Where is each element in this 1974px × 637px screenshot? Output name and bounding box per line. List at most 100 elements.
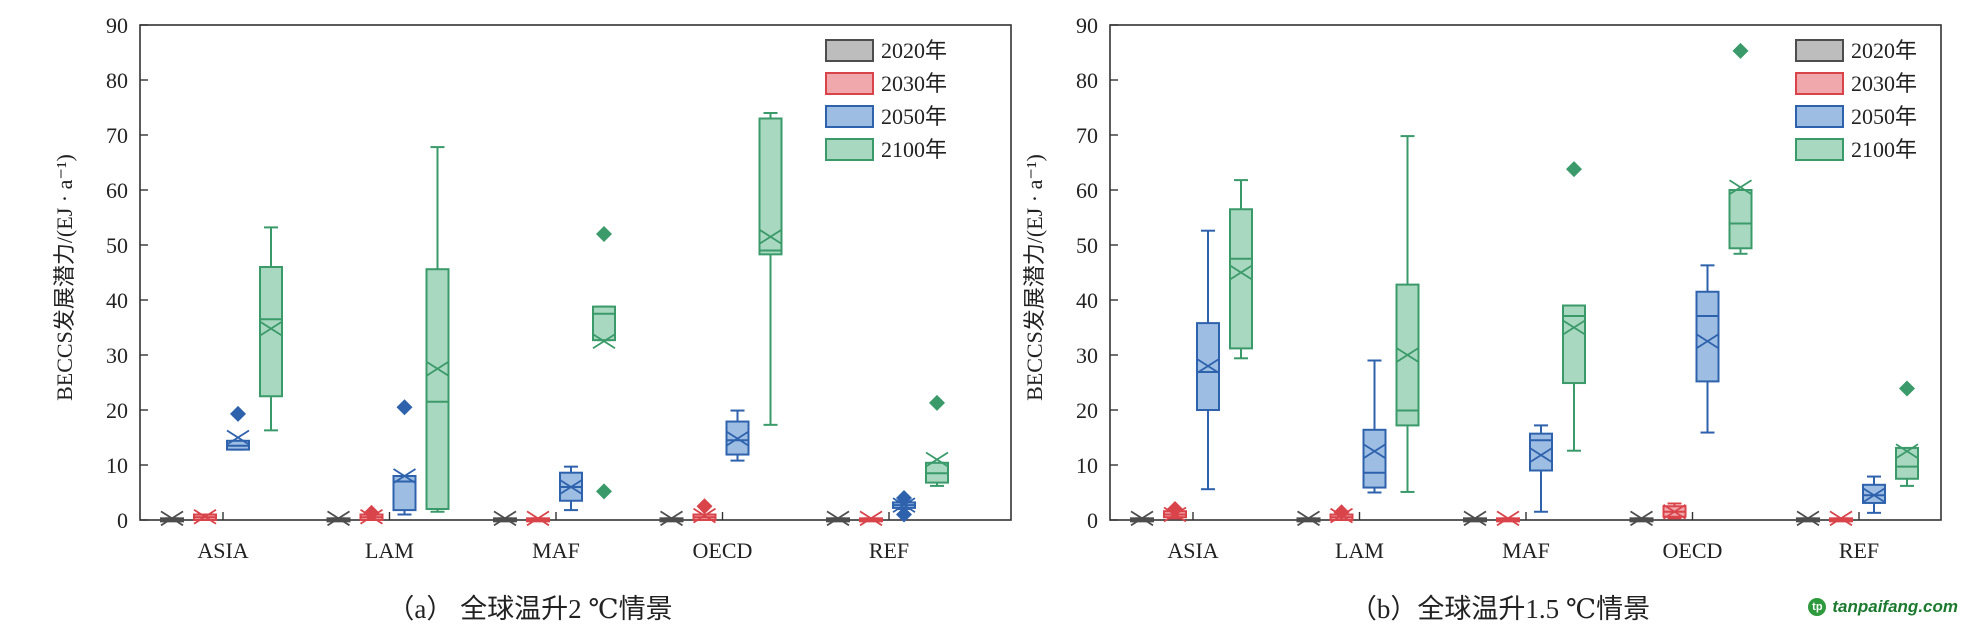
- y-tick-label: 20: [1076, 398, 1098, 423]
- y-axis-title: BECCS发展潜力/(EJ · a⁻¹): [52, 154, 77, 401]
- mean-marker: [1729, 179, 1752, 196]
- box-oecd-2050: [725, 409, 750, 462]
- mean-marker: [559, 479, 583, 495]
- x-category-label: LAM: [365, 538, 414, 563]
- mean-marker: [193, 508, 217, 525]
- legend-swatch: [1795, 105, 1844, 128]
- y-tick-label: 10: [106, 453, 128, 478]
- legend-swatch: [1795, 138, 1844, 161]
- mean-marker: [1796, 510, 1820, 527]
- box-iqr: [1362, 428, 1387, 489]
- legend-swatch: [1795, 72, 1844, 95]
- box-maf-2030: [526, 510, 550, 527]
- y-tick-label: 0: [1087, 508, 1098, 533]
- outlier-point: [1167, 501, 1183, 517]
- y-tick-label: 90: [1076, 13, 1098, 38]
- mean-marker: [1829, 510, 1853, 527]
- mean-marker: [1663, 503, 1686, 520]
- outlier-point: [363, 504, 380, 521]
- legend-label: 2100年: [881, 137, 947, 162]
- box-oecd-2030: [692, 498, 717, 524]
- y-tick-label: 30: [1076, 343, 1098, 368]
- mean-marker: [1297, 510, 1320, 527]
- y-tick-label: 30: [106, 343, 128, 368]
- box-maf-2020: [1463, 510, 1487, 527]
- box-oecd-2020: [1629, 510, 1654, 527]
- outlier-point: [1899, 380, 1915, 397]
- box-iqr: [259, 266, 283, 398]
- box-ref-2100: [1895, 380, 1919, 487]
- box-iqr: [758, 117, 783, 256]
- x-category-label: REF: [869, 538, 909, 563]
- x-category-label: MAF: [1502, 538, 1550, 563]
- outlier-point: [1732, 42, 1749, 59]
- x-category-label: ASIA: [197, 538, 248, 563]
- panel-title: （b）全球温升1.5 ℃情景: [1350, 594, 1650, 624]
- mean-marker: [726, 430, 749, 447]
- box-oecd-2100: [758, 112, 783, 426]
- mean-marker: [660, 510, 683, 527]
- outlier-point: [596, 483, 612, 500]
- mean-marker: [759, 228, 782, 245]
- box-oecd-2020: [659, 510, 684, 527]
- box-asia-2100: [259, 226, 283, 432]
- outlier-point: [696, 498, 713, 515]
- box-lam-2020: [326, 510, 351, 527]
- mean-marker: [1463, 510, 1487, 527]
- legend-swatch: [825, 105, 874, 128]
- mean-marker: [1396, 347, 1419, 363]
- mean-marker: [526, 510, 550, 527]
- legend-label: 2020年: [1851, 38, 1917, 63]
- box-asia-2050: [226, 405, 250, 451]
- box-lam-2020: [1296, 510, 1321, 527]
- box-maf-2020: [493, 510, 517, 527]
- box-lam-2050: [392, 399, 417, 516]
- mean-marker: [1130, 510, 1154, 527]
- y-tick-label: 40: [106, 288, 128, 313]
- mean-marker: [925, 451, 949, 468]
- box-ref-2050: [1862, 475, 1886, 514]
- box-iqr: [1895, 446, 1919, 480]
- y-tick-label: 70: [106, 123, 128, 148]
- mean-marker: [226, 429, 250, 446]
- legend-label: 2100年: [1851, 137, 1917, 162]
- y-tick-label: 10: [1076, 453, 1098, 478]
- box-lam-2030: [1329, 504, 1354, 524]
- box-ref-2100: [925, 394, 949, 487]
- y-tick-label: 20: [106, 398, 128, 423]
- x-category-label: LAM: [1335, 538, 1384, 563]
- mean-marker: [826, 510, 850, 527]
- mean-marker: [1196, 358, 1220, 374]
- box-iqr: [1562, 304, 1586, 385]
- box-asia-2020: [1130, 510, 1154, 527]
- box-ref-2020: [826, 510, 850, 527]
- mean-marker: [693, 507, 716, 524]
- legend-label: 2030年: [881, 71, 947, 96]
- box-asia-2100: [1229, 179, 1253, 360]
- y-tick-label: 50: [1076, 233, 1098, 258]
- box-lam-2050: [1362, 359, 1387, 494]
- box-iqr: [592, 305, 616, 342]
- x-category-label: OECD: [1663, 538, 1723, 563]
- box-ref-2020: [1796, 510, 1820, 527]
- outlier-point: [896, 506, 912, 523]
- box-ref-2030: [859, 510, 883, 527]
- outlier-point: [1333, 504, 1350, 521]
- y-tick-label: 80: [1076, 68, 1098, 93]
- box-maf-2050: [559, 465, 583, 512]
- outlier-point: [896, 490, 912, 506]
- mean-marker: [859, 510, 883, 527]
- box-maf-2100: [592, 226, 616, 500]
- box-maf-2050: [1529, 424, 1553, 513]
- y-tick-label: 50: [106, 233, 128, 258]
- mean-marker: [426, 360, 449, 377]
- box-oecd-2100: [1728, 42, 1753, 255]
- y-axis-title: BECCS发展潜力/(EJ · a⁻¹): [1022, 154, 1047, 401]
- mean-marker: [259, 320, 283, 337]
- plot-frame: [139, 24, 1012, 521]
- mean-marker: [1696, 333, 1719, 350]
- x-category-label: REF: [1839, 538, 1879, 563]
- watermark-text: tanpaifang.com: [1832, 597, 1958, 616]
- mean-marker: [1895, 443, 1919, 460]
